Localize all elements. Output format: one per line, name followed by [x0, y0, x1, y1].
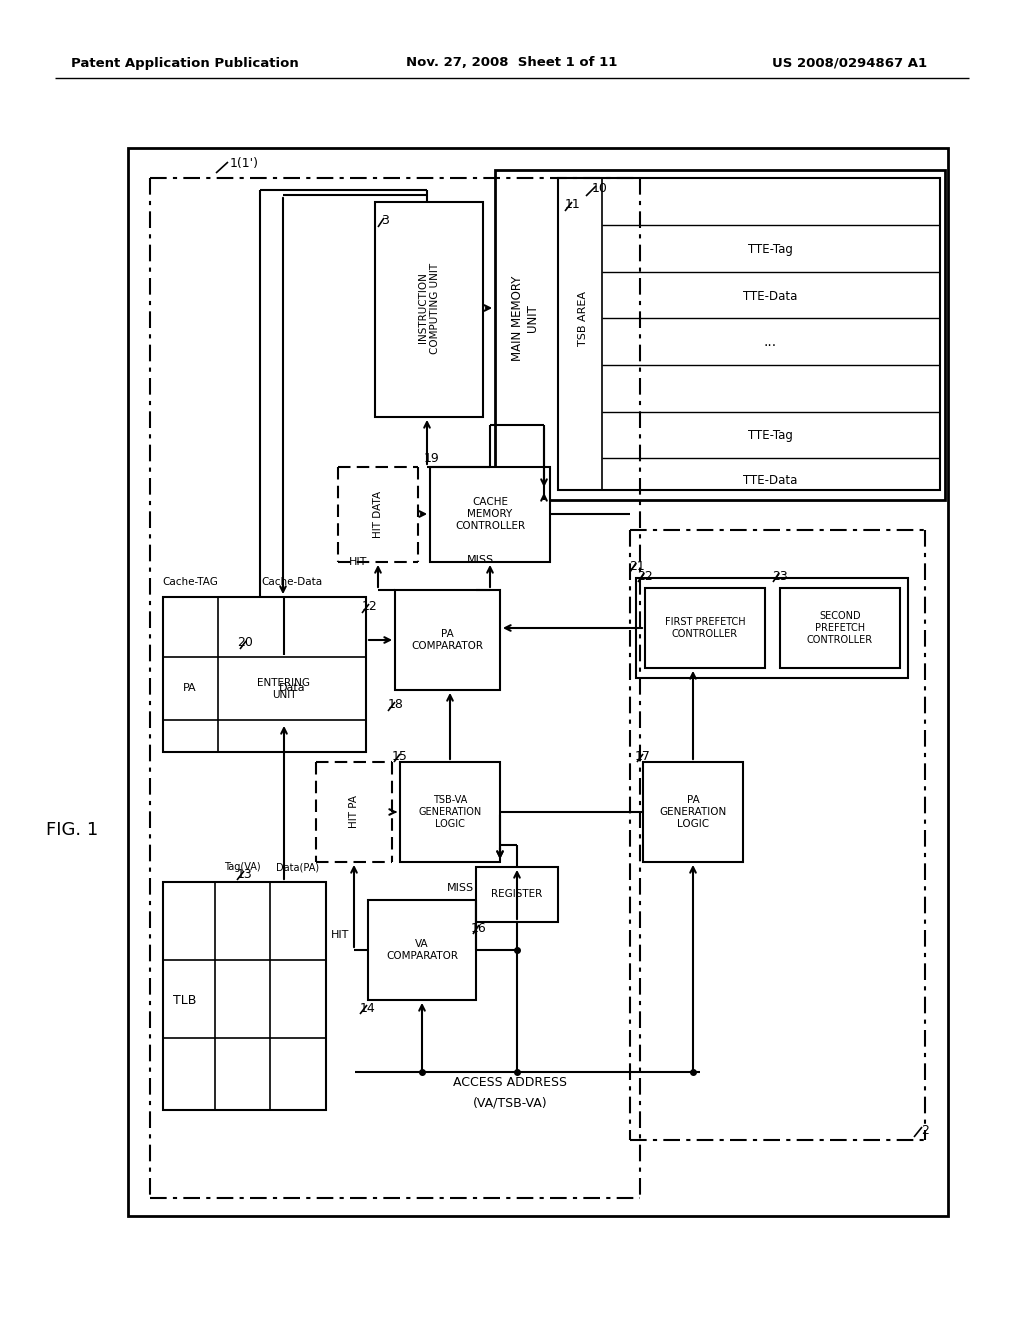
Text: 14: 14 — [360, 1002, 376, 1015]
Text: 23: 23 — [772, 569, 787, 582]
Text: 3: 3 — [381, 214, 389, 227]
Text: 21: 21 — [629, 561, 645, 573]
Bar — [645, 587, 765, 668]
Text: 16: 16 — [471, 921, 486, 935]
Text: TTE-Data: TTE-Data — [742, 289, 798, 302]
Text: Tag(VA): Tag(VA) — [223, 862, 260, 873]
Text: 2: 2 — [921, 1123, 929, 1137]
Text: PA: PA — [183, 682, 197, 693]
Bar — [636, 578, 908, 678]
Text: HIT PA: HIT PA — [349, 796, 359, 829]
Text: TSB-VA
GENERATION
LOGIC: TSB-VA GENERATION LOGIC — [419, 796, 481, 829]
Text: REGISTER: REGISTER — [492, 888, 543, 899]
Text: 20: 20 — [238, 636, 253, 649]
Bar — [395, 590, 500, 690]
Text: 22: 22 — [637, 569, 653, 582]
Bar — [558, 178, 940, 490]
Text: 12: 12 — [362, 601, 378, 614]
Bar — [243, 655, 325, 723]
Bar — [400, 762, 500, 862]
Bar — [368, 900, 476, 1001]
Text: TSB AREA: TSB AREA — [578, 290, 588, 346]
Text: MISS: MISS — [467, 554, 494, 565]
Text: Data: Data — [279, 682, 305, 693]
Text: TTE-Tag: TTE-Tag — [748, 243, 793, 256]
Text: Cache-Data: Cache-Data — [261, 577, 323, 587]
Text: 1(1'): 1(1') — [230, 157, 259, 170]
Text: ACCESS ADDRESS: ACCESS ADDRESS — [453, 1077, 567, 1089]
Text: 18: 18 — [388, 698, 403, 711]
Text: FIG. 1: FIG. 1 — [46, 821, 98, 840]
Text: Data(PA): Data(PA) — [276, 862, 319, 873]
Text: 19: 19 — [424, 451, 440, 465]
Bar — [128, 148, 948, 1216]
Text: PA
GENERATION
LOGIC: PA GENERATION LOGIC — [659, 796, 727, 829]
Bar — [163, 882, 326, 1110]
Bar — [476, 867, 558, 921]
Bar — [430, 467, 550, 562]
Text: US 2008/0294867 A1: US 2008/0294867 A1 — [772, 57, 928, 70]
Text: INSTRUCTION
COMPUTING UNIT: INSTRUCTION COMPUTING UNIT — [418, 263, 439, 354]
Bar — [643, 762, 743, 862]
Text: Nov. 27, 2008  Sheet 1 of 11: Nov. 27, 2008 Sheet 1 of 11 — [407, 57, 617, 70]
Text: CACHE
MEMORY
CONTROLLER: CACHE MEMORY CONTROLLER — [455, 498, 525, 531]
Text: MAIN MEMORY
UNIT: MAIN MEMORY UNIT — [511, 276, 539, 360]
Text: ENTERING
UNIT: ENTERING UNIT — [257, 678, 310, 700]
Text: 13: 13 — [238, 867, 253, 880]
Text: Cache-TAG: Cache-TAG — [162, 577, 218, 587]
Text: TTE-Tag: TTE-Tag — [748, 429, 793, 441]
Text: HIT DATA: HIT DATA — [373, 491, 383, 537]
Text: TLB: TLB — [173, 994, 197, 1006]
Bar — [495, 170, 945, 500]
Text: MISS: MISS — [446, 883, 473, 894]
Text: (VA/TSB-VA): (VA/TSB-VA) — [473, 1097, 547, 1110]
Text: 15: 15 — [392, 750, 408, 763]
Bar — [780, 587, 900, 668]
Text: 17: 17 — [635, 750, 651, 763]
Bar — [163, 597, 366, 752]
Text: TTE-Data: TTE-Data — [742, 474, 798, 487]
Text: 10: 10 — [592, 181, 608, 194]
Text: SECOND
PREFETCH
CONTROLLER: SECOND PREFETCH CONTROLLER — [807, 611, 873, 644]
Bar — [375, 202, 483, 417]
Text: FIRST PREFETCH
CONTROLLER: FIRST PREFETCH CONTROLLER — [665, 618, 745, 639]
Text: ...: ... — [764, 335, 776, 348]
Text: HIT: HIT — [349, 557, 368, 568]
Text: Patent Application Publication: Patent Application Publication — [71, 57, 299, 70]
Text: VA
COMPARATOR: VA COMPARATOR — [386, 940, 458, 961]
Text: HIT: HIT — [331, 931, 349, 940]
Text: 11: 11 — [565, 198, 581, 211]
Text: PA
COMPARATOR: PA COMPARATOR — [411, 630, 483, 651]
